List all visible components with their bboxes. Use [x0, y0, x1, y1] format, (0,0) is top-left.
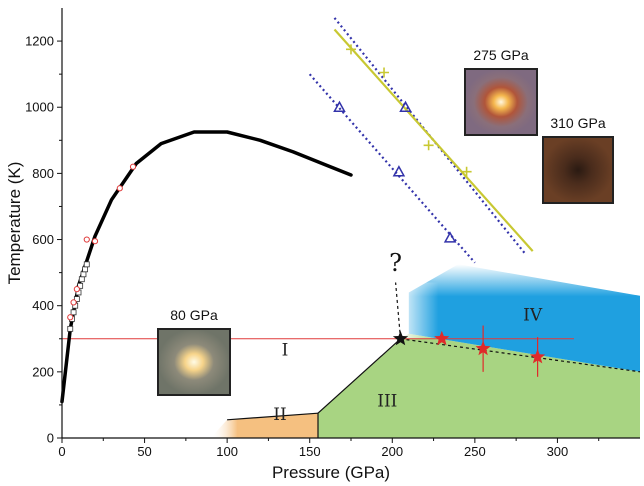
question-mark: ?: [389, 249, 402, 277]
plus-point: [423, 140, 434, 151]
y-tick-label: 400: [32, 298, 54, 313]
square-point: [82, 266, 89, 273]
phase-label: I: [282, 340, 289, 360]
star-point: [434, 330, 450, 346]
triangle-point: [443, 231, 457, 243]
circle-point: [67, 314, 74, 321]
square-point: [80, 271, 87, 278]
star-point: [475, 340, 491, 356]
phase-boundary-II: [227, 412, 319, 421]
y-tick-label: 1000: [25, 100, 54, 115]
circle-point: [83, 236, 90, 243]
circle-point: [91, 238, 99, 245]
circle-point: [129, 163, 137, 170]
phase-label: III: [377, 392, 397, 412]
phase-III-region: [318, 333, 640, 438]
plus-fit-line: [333, 28, 534, 252]
photo-pressure-label: 310 GPa: [550, 115, 605, 131]
square-point: [70, 309, 77, 316]
x-axis-title: Pressure (GPa): [272, 463, 390, 482]
x-tick-label: 250: [464, 444, 486, 459]
phase-IV-fade: [397, 282, 439, 339]
y-axis-title: Temperature (K): [5, 162, 24, 285]
plus-point: [461, 166, 472, 177]
triple-point-star: [392, 330, 409, 346]
phase-boundary-IV: [400, 338, 641, 373]
y-tick-label: 600: [32, 232, 54, 247]
y-tick-label: 1200: [25, 34, 54, 49]
square-point: [77, 282, 84, 289]
x-tick-label: 0: [58, 444, 65, 459]
x-tick-label: 50: [137, 444, 151, 459]
y-tick-label: 800: [32, 166, 54, 181]
sample-photo: [157, 328, 231, 396]
y-tick-label: 0: [47, 431, 54, 446]
photo-pressure-label: 275 GPa: [473, 47, 528, 63]
y-tick-label: 200: [32, 364, 54, 379]
x-tick-label: 100: [216, 444, 238, 459]
phase-boundary-III: [317, 338, 401, 438]
sample-photo: [542, 136, 614, 204]
triangle-point: [333, 100, 346, 112]
phase-label: II: [273, 405, 286, 425]
triangle-point: [392, 165, 406, 177]
square-point: [73, 296, 80, 302]
x-tick-label: 150: [299, 444, 321, 459]
x-tick-label: 300: [547, 444, 569, 459]
plus-point: [346, 44, 356, 55]
sample-photo: [464, 68, 538, 136]
square-point: [67, 325, 74, 332]
circle-point: [73, 286, 80, 293]
triangle-point: [399, 100, 412, 112]
circle-point: [116, 185, 123, 192]
phase-label: IV: [523, 306, 543, 326]
x-tick-label: 200: [381, 444, 403, 459]
photo-pressure-label: 80 GPa: [170, 307, 218, 323]
square-point: [83, 261, 90, 268]
plus-point: [379, 67, 390, 78]
circle-point: [70, 299, 77, 306]
square-point: [78, 276, 85, 283]
phase-IV-region: [408, 264, 640, 372]
star-point: [530, 349, 546, 364]
